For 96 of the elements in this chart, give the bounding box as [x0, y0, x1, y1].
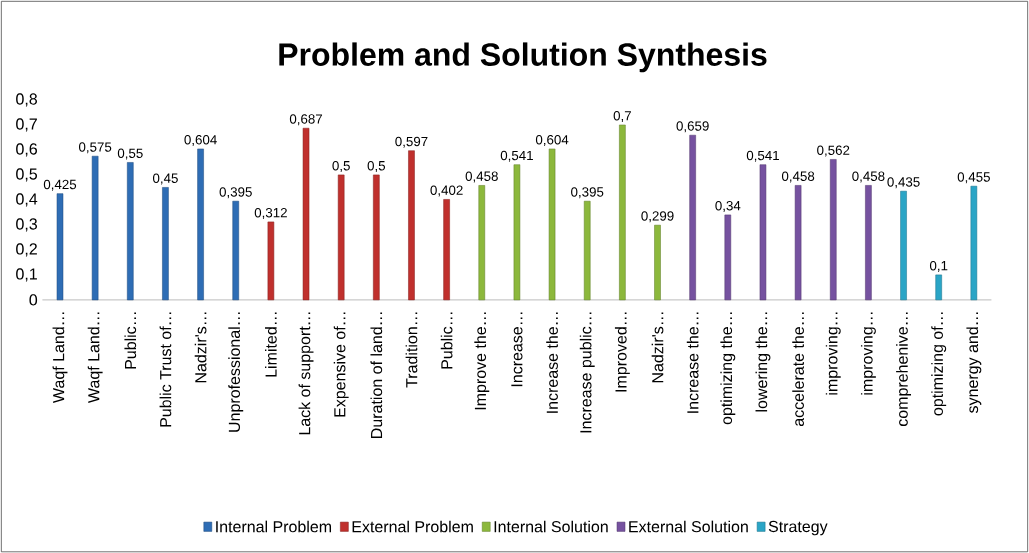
bar	[583, 200, 591, 301]
data-label: 0,458	[852, 171, 885, 183]
data-label: 0,299	[641, 211, 674, 223]
legend-label: External Problem	[352, 520, 473, 533]
x-tick-label: Nadzir's…	[651, 312, 664, 383]
data-label: 0,7	[613, 110, 631, 122]
bar	[689, 134, 696, 301]
bar	[759, 164, 767, 301]
bar	[478, 185, 486, 301]
x-tick-label: Waqf Land…	[52, 312, 68, 403]
x-tick-label: Public Trust of…	[159, 312, 172, 427]
bar	[970, 185, 978, 301]
y-tick-label: 0,5	[16, 168, 38, 182]
bar	[373, 174, 380, 301]
y-tick-label: 0	[29, 294, 38, 306]
x-tick-label: comprehenive…	[896, 312, 912, 427]
data-label: 0,541	[500, 150, 533, 162]
data-label: 0,597	[395, 136, 428, 148]
bar	[829, 159, 837, 301]
bar	[654, 224, 661, 301]
x-tick-label: Duration of land…	[370, 312, 383, 438]
chart-title: Problem and Solution Synthesis	[279, 42, 767, 73]
x-tick-label: Increase public…	[579, 312, 595, 433]
x-tick-label: Increase the…	[686, 312, 699, 413]
bar	[619, 124, 626, 301]
bar	[900, 190, 907, 301]
y-tick-label: 0,7	[16, 118, 37, 132]
bar	[408, 150, 415, 301]
bar	[724, 214, 732, 301]
bar	[91, 155, 99, 301]
y-tick-label: 0,1	[16, 268, 37, 282]
bar	[935, 274, 942, 301]
data-label: 0,604	[184, 134, 217, 146]
data-label: 0,5	[332, 160, 350, 172]
data-label: 0,5	[367, 160, 386, 172]
y-tick-label: 0,6	[16, 143, 38, 157]
data-label: 0,55	[117, 148, 143, 160]
data-label: 0,1	[929, 260, 948, 272]
x-tick-label: optimizing of…	[931, 312, 947, 416]
data-label: 0,402	[430, 185, 463, 197]
data-label: 0,575	[78, 142, 112, 154]
data-label: 0,458	[781, 171, 815, 183]
data-label: 0,659	[676, 121, 709, 133]
bar	[548, 148, 556, 301]
x-tick-label: Limited…	[265, 312, 277, 377]
bar	[865, 185, 872, 301]
x-tick-label: Increase…	[511, 312, 523, 387]
data-label: 0,425	[43, 179, 77, 191]
x-tick-label: Nadzir's…	[194, 312, 207, 383]
data-label: 0,45	[152, 173, 178, 185]
bar	[232, 200, 239, 301]
x-tick-label: synergy and…	[966, 312, 982, 413]
y-tick-label: 0,8	[16, 93, 38, 107]
data-label: 0,562	[817, 145, 850, 157]
data-label: 0,541	[746, 150, 779, 162]
bar	[197, 148, 204, 301]
y-tick-label: 0,3	[16, 218, 38, 232]
bar	[127, 162, 134, 301]
data-label: 0,687	[289, 114, 323, 126]
data-label: 0,395	[571, 187, 604, 199]
data-label: 0,395	[219, 187, 252, 199]
bar	[794, 185, 802, 301]
legend-label: Internal Problem	[216, 520, 332, 533]
x-tick-label: Increase the…	[546, 312, 558, 413]
x-tick-label: Expensive of…	[333, 312, 349, 417]
x-tick-label: optimizing the…	[720, 312, 736, 425]
legend-label: External Solution	[629, 520, 748, 533]
bar	[513, 164, 521, 301]
bar	[302, 127, 310, 301]
x-tick-label: improving…	[825, 312, 841, 395]
x-tick-label: Public…	[124, 312, 137, 369]
bar	[162, 187, 169, 301]
x-tick-label: accelerate the…	[792, 312, 804, 427]
data-label: 0,34	[715, 200, 741, 212]
bar	[56, 193, 64, 301]
data-label: 0,604	[535, 134, 569, 146]
x-tick-label: lowering the…	[755, 312, 771, 412]
data-label: 0,435	[887, 177, 920, 189]
bar	[267, 221, 275, 301]
data-label: 0,312	[254, 207, 287, 219]
x-tick-label: Lack of support…	[298, 312, 314, 435]
x-tick-label: Unprofessional…	[228, 312, 244, 432]
y-tick-label: 0,4	[16, 193, 38, 207]
data-label: 0,458	[465, 171, 498, 183]
x-tick-label: Improved…	[614, 312, 630, 392]
legend-label: Internal Solution	[494, 520, 608, 533]
y-tick-label: 0,2	[16, 243, 37, 257]
x-tick-label: Improve the…	[474, 312, 490, 410]
x-tick-label: improving…	[860, 312, 876, 395]
x-tick-label: Tradition…	[405, 312, 418, 388]
bar	[337, 174, 345, 301]
x-tick-label: Public…	[440, 312, 453, 369]
data-label: 0,455	[957, 172, 990, 184]
legend-label: Strategy	[768, 520, 828, 536]
x-tick-label: Waqf Land…	[87, 312, 103, 403]
bar	[443, 199, 450, 301]
